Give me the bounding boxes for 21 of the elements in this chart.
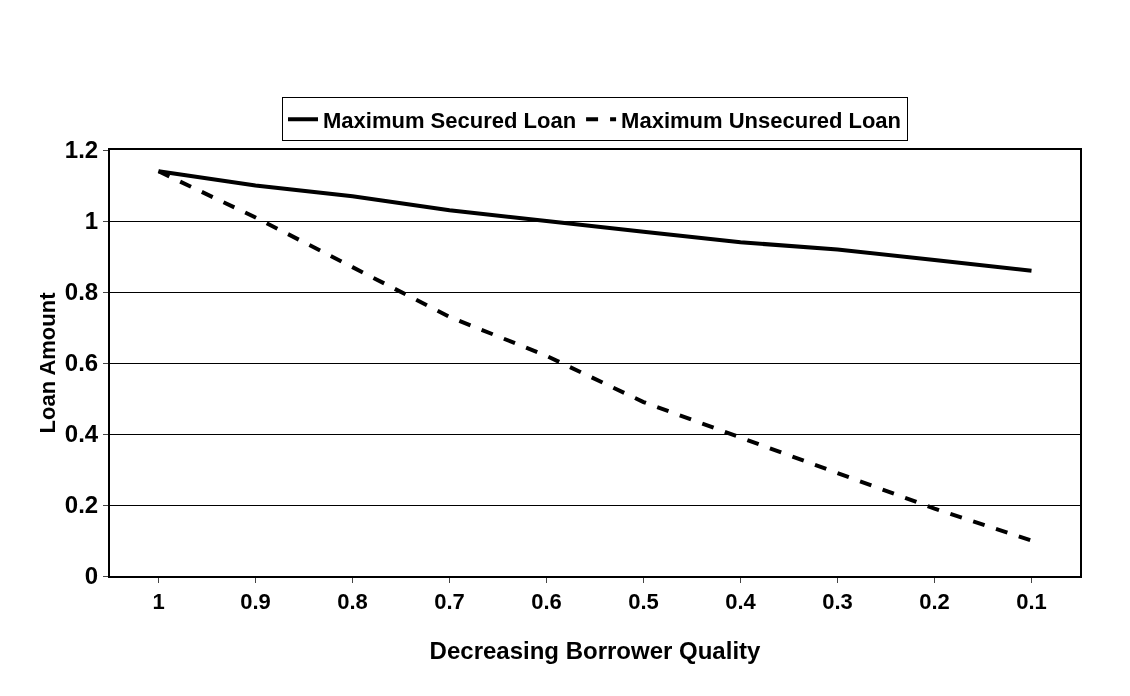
legend-label: Maximum Secured Loan: [323, 107, 577, 133]
y-tick-label: 0.2: [64, 491, 99, 519]
legend-label: Maximum Unsecured Loan: [621, 107, 902, 133]
x-tick-label: 0.3: [822, 589, 853, 615]
x-tick-label: 0.4: [725, 589, 757, 615]
x-tick-label: 0.6: [531, 589, 562, 615]
x-tick-label: 1: [152, 589, 165, 615]
x-tick-label: 0.1: [1016, 589, 1047, 615]
y-tick-label: 0.8: [64, 278, 99, 306]
y-tick-label: 1.2: [64, 136, 99, 164]
y-tick-label: 1: [84, 207, 99, 235]
x-tick-label: 0.9: [240, 589, 271, 615]
x-tick-label: 0.5: [628, 589, 659, 615]
x-axis-title: Decreasing Borrower Quality: [429, 637, 762, 664]
x-tick-label: 0.2: [919, 589, 950, 615]
y-tick-label: 0.6: [64, 349, 99, 377]
y-axis-title: Loan Amount: [35, 291, 60, 434]
x-tick-label: 0.8: [337, 589, 368, 615]
y-tick-label: 0.4: [64, 420, 99, 448]
x-tick-label: 0.7: [434, 589, 465, 615]
y-tick-label: 0: [84, 562, 99, 590]
